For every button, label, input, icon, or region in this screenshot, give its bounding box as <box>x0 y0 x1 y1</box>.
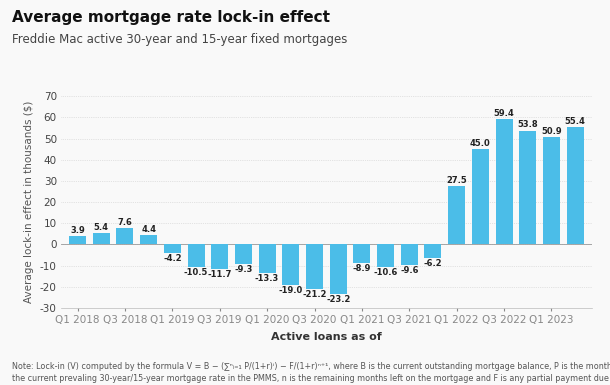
Bar <box>187 244 204 267</box>
Text: 7.6: 7.6 <box>118 218 132 227</box>
Bar <box>472 149 489 244</box>
Bar <box>353 244 370 263</box>
Bar <box>401 244 418 265</box>
Y-axis label: Average lock-in effect in thousands ($): Average lock-in effect in thousands ($) <box>24 101 34 303</box>
Bar <box>425 244 442 258</box>
Text: 55.4: 55.4 <box>565 117 586 126</box>
Text: Average mortgage rate lock-in effect: Average mortgage rate lock-in effect <box>12 10 330 25</box>
Bar <box>519 131 536 244</box>
Text: -9.6: -9.6 <box>400 266 418 275</box>
Text: 27.5: 27.5 <box>447 176 467 185</box>
Bar <box>495 119 512 244</box>
Text: 3.9: 3.9 <box>70 226 85 235</box>
Text: 59.4: 59.4 <box>493 109 514 118</box>
Text: Note: Lock-in (V) computed by the formula V = B − (∑ⁿᵢ₌₁ P/(1+r)ⁱ) − F/(1+r)ⁿ⁺¹,: Note: Lock-in (V) computed by the formul… <box>12 362 610 383</box>
Bar <box>164 244 181 253</box>
Bar <box>329 244 346 294</box>
Text: 53.8: 53.8 <box>517 121 538 129</box>
Text: 50.9: 50.9 <box>541 127 562 136</box>
Bar <box>448 186 465 244</box>
Bar <box>117 228 134 244</box>
Text: -11.7: -11.7 <box>207 270 232 279</box>
Bar <box>211 244 228 269</box>
Bar <box>306 244 323 290</box>
Bar <box>93 233 110 244</box>
Bar <box>543 137 560 244</box>
Text: -19.0: -19.0 <box>279 286 303 295</box>
Text: 45.0: 45.0 <box>470 139 490 148</box>
X-axis label: Active loans as of: Active loans as of <box>271 332 382 342</box>
Bar <box>377 244 394 267</box>
Bar <box>140 235 157 244</box>
Text: -10.5: -10.5 <box>184 268 208 277</box>
Bar <box>282 244 300 285</box>
Text: -9.3: -9.3 <box>234 265 253 274</box>
Text: 4.4: 4.4 <box>141 225 156 234</box>
Text: -10.6: -10.6 <box>373 268 398 277</box>
Bar <box>69 236 86 244</box>
Text: -6.2: -6.2 <box>424 259 442 268</box>
Bar <box>259 244 276 273</box>
Text: -21.2: -21.2 <box>302 290 327 300</box>
Text: -13.3: -13.3 <box>255 274 279 283</box>
Text: Freddie Mac active 30-year and 15-year fixed mortgages: Freddie Mac active 30-year and 15-year f… <box>12 33 348 46</box>
Text: -23.2: -23.2 <box>326 295 350 304</box>
Text: 5.4: 5.4 <box>94 223 109 232</box>
Bar <box>235 244 252 264</box>
Text: -8.9: -8.9 <box>353 264 371 273</box>
Text: -4.2: -4.2 <box>163 254 182 263</box>
Bar <box>567 127 584 244</box>
